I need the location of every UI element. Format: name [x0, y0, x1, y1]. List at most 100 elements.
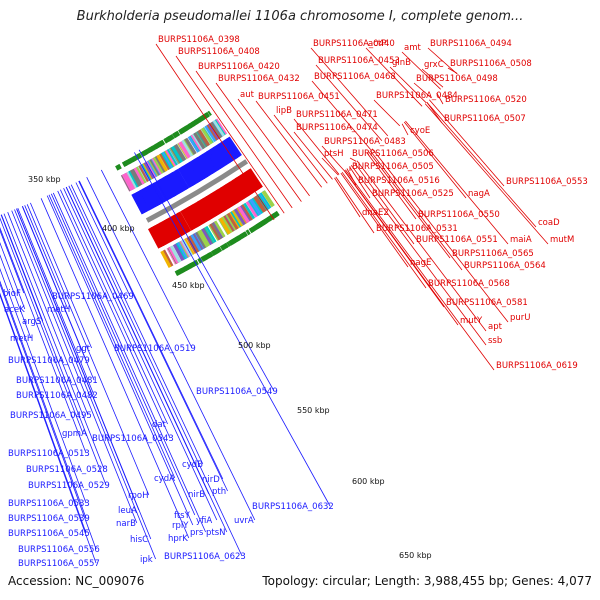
reverse-gene-label: yfiA [196, 516, 212, 526]
forward-cog-ring-mark [163, 249, 174, 267]
forward-gene-label: BURPS1106A_0432 [218, 74, 300, 84]
forward-cog-ring-mark [197, 229, 210, 248]
reverse-leader-line [65, 186, 228, 533]
forward-cds-ring-mark [218, 187, 233, 208]
forward-leader-line [368, 151, 451, 259]
reverse-gene-label: BURPS1106A_0543 [92, 434, 174, 444]
forward-gene-label: BURPS1106A_0451 [258, 92, 340, 102]
gc-inner-ring-mark [129, 157, 134, 163]
forward-gene-label: BURPS1106A_0468 [314, 72, 396, 82]
reverse-leader-line [14, 209, 156, 560]
forward-cog-ring-mark [213, 220, 226, 238]
forward-gene-label: grxC [424, 60, 444, 70]
forward-leader-line [356, 160, 487, 332]
forward-leader-line [340, 172, 409, 268]
forward-gene-label: dnaE2 [362, 208, 389, 218]
reverse-leader-line [50, 193, 196, 516]
forward-cog-ring-mark [186, 237, 197, 254]
forward-leader-line [421, 68, 444, 88]
reverse-cog-ring-mark [212, 119, 226, 137]
reverse-cds-ring-mark [153, 182, 166, 203]
reverse-cog-ring-mark [193, 131, 207, 150]
reverse-cog-ring-mark [166, 148, 179, 166]
forward-gene-label: ssb [488, 336, 502, 346]
forward-leader-line [237, 98, 310, 197]
forward-gene-label: BURPS1106A_0420 [198, 62, 280, 72]
forward-cog-ring-mark [254, 194, 268, 212]
accession-label: Accession: NC_009076 [8, 574, 145, 588]
reverse-gene-label: BURPS1106A_0513 [8, 449, 90, 459]
gc-outer-ring-mark [271, 212, 278, 219]
forward-cog-ring-mark [169, 245, 182, 263]
forward-leader-line [321, 145, 345, 171]
reverse-leader-line [0, 280, 87, 519]
forward-cog-ring-mark [241, 204, 254, 221]
gc-outer-ring-mark [269, 214, 275, 221]
reverse-gene-label: BURPS1106A_0545 [8, 529, 90, 539]
reverse-leader-line [134, 152, 331, 507]
forward-cog-ring-mark [245, 201, 258, 218]
reverse-gene-label: BURPS1106A_0533 [8, 499, 90, 509]
forward-leader-line [427, 47, 458, 75]
reverse-gene-label: nirB [188, 490, 205, 500]
gc-outer-ring-mark [222, 243, 228, 250]
reverse-leader-line [60, 189, 168, 425]
reverse-gene-label: prs [190, 528, 204, 538]
forward-gene-label: BURPS1106A_0565 [452, 249, 534, 259]
reverse-gene-label: ggt [76, 344, 91, 354]
forward-gene-label: BURPS1106A_0440 [313, 39, 395, 49]
gc-outer-ring [174, 210, 280, 276]
reverse-leader-line [0, 214, 107, 486]
scale-label: 650 kbp [399, 551, 432, 560]
reverse-leader-line [0, 292, 87, 534]
gc-inner-ring-mark [136, 152, 143, 159]
forward-cog-ring-mark [226, 212, 240, 230]
forward-gene-label: ptsH [324, 149, 344, 159]
forward-leader-line [373, 99, 401, 127]
forward-gene-label: aut [240, 90, 255, 100]
forward-cog-ring [160, 190, 275, 268]
forward-gene-label: BURPS1106A_0507 [444, 114, 526, 124]
reverse-cog-ring-mark [178, 141, 192, 159]
forward-leader-line [321, 157, 339, 176]
gc-inner-ring-mark [183, 124, 190, 132]
forward-gene-label: BURPS1106A_0551 [416, 235, 498, 245]
forward-gene-label: amt [404, 43, 421, 53]
forward-gene-label: BURPS1106A_0619 [496, 361, 578, 371]
forward-cog-ring-mark [251, 197, 264, 214]
reverse-gene-label: metH [47, 305, 70, 315]
reverse-gene-label: hisC [130, 535, 148, 545]
reverse-cds-ring-mark [226, 136, 242, 158]
gc-outer-ring-mark [218, 246, 223, 252]
reverse-leader-line [46, 195, 194, 526]
forward-gene-label: maiA [510, 235, 532, 245]
scale-labels: 350 kbp 400 kbp 450 kbp 500 kbp 550 kbp 600 k… [28, 175, 432, 560]
gc-inner-ring-mark [123, 159, 130, 166]
reverse-gene-label: gpmA [62, 429, 87, 439]
forward-leader-line [349, 157, 357, 162]
gc-outer-ring-mark [188, 262, 195, 269]
reverse-label-leaders [0, 149, 331, 564]
forward-cds-ring-mark [194, 201, 209, 223]
gc-outer-ring-mark [191, 260, 197, 267]
forward-leader-line [401, 51, 441, 90]
reverse-gene-label: uvrA [234, 516, 254, 526]
reverse-cog-ring-mark [129, 169, 142, 187]
forward-gene-label: mutM [550, 235, 574, 245]
gc-inner-ring-mark [163, 137, 169, 144]
reverse-gene-label: BURPS1106A_0528 [26, 465, 108, 475]
forward-gene-label: BURPS1106A_0494 [430, 39, 512, 49]
forward-gene-label: BURPS1106A_0471 [296, 110, 378, 120]
forward-leader-line [371, 148, 509, 323]
gc-inner-ring-mark [149, 145, 155, 152]
forward-leader-line [344, 170, 459, 326]
forward-leader-line [310, 47, 389, 137]
reverse-gene-label: BURPS1106A_0519 [114, 344, 196, 354]
reverse-cog-ring-mark [184, 137, 197, 155]
gc-inner-ring-mark [193, 119, 199, 125]
gc-inner-ring-mark [170, 134, 175, 140]
forward-leader-line [413, 82, 432, 99]
forward-cds-ring-mark [205, 194, 221, 216]
forward-leader-line [436, 92, 444, 105]
reverse-cds-ring-mark [196, 156, 212, 177]
